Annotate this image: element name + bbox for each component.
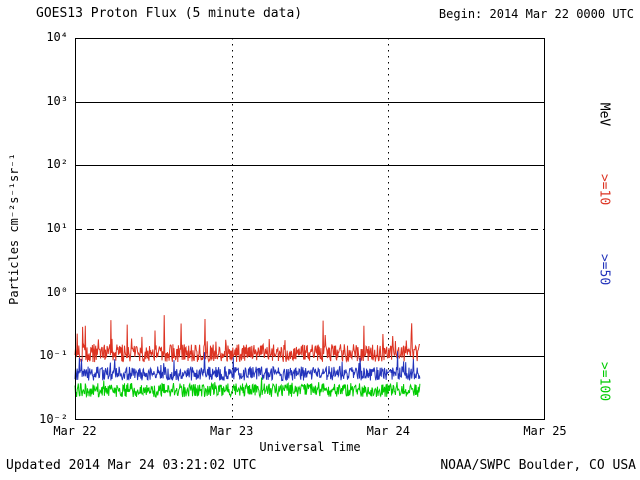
plot-frame	[75, 38, 545, 420]
series-label-gte10: >=10	[596, 173, 612, 206]
series-label-gte50: >=50	[596, 253, 612, 286]
x-tick-label: Mar 22	[53, 424, 97, 438]
y-tick-label: 10¹	[46, 221, 68, 235]
series-line-2	[74, 351, 421, 382]
y-tick-label: 10⁴	[46, 30, 68, 44]
y-tick-label: 10⁻²	[39, 412, 68, 426]
x-tick-label: Mar 23	[209, 424, 254, 438]
series-line-3	[74, 377, 421, 399]
y-axis-label: Particles cm⁻²s⁻¹sr⁻¹	[7, 153, 21, 305]
chart-title: GOES13 Proton Flux (5 minute data)	[36, 6, 303, 21]
y-tick-label: 10⁰	[46, 284, 68, 299]
right-axis-unit-label: MeV	[596, 102, 612, 127]
y-tick-label: 10³	[46, 93, 68, 108]
updated-timestamp: Updated 2014 Mar 24 03:21:02 UTC	[6, 458, 257, 473]
series-label-gte100: >=100	[596, 361, 612, 402]
x-axis-label: Universal Time	[259, 440, 361, 454]
series-line-1	[74, 315, 420, 363]
y-tick-label: 10²	[46, 157, 68, 172]
y-tick-label: 10⁻¹	[39, 348, 68, 363]
x-tick-label: Mar 24	[366, 424, 410, 438]
begin-timestamp: Begin: 2014 Mar 22 0000 UTC	[438, 7, 634, 21]
x-tick-label: Mar 25	[523, 424, 567, 438]
source-credit: NOAA/SWPC Boulder, CO USA	[440, 458, 636, 473]
